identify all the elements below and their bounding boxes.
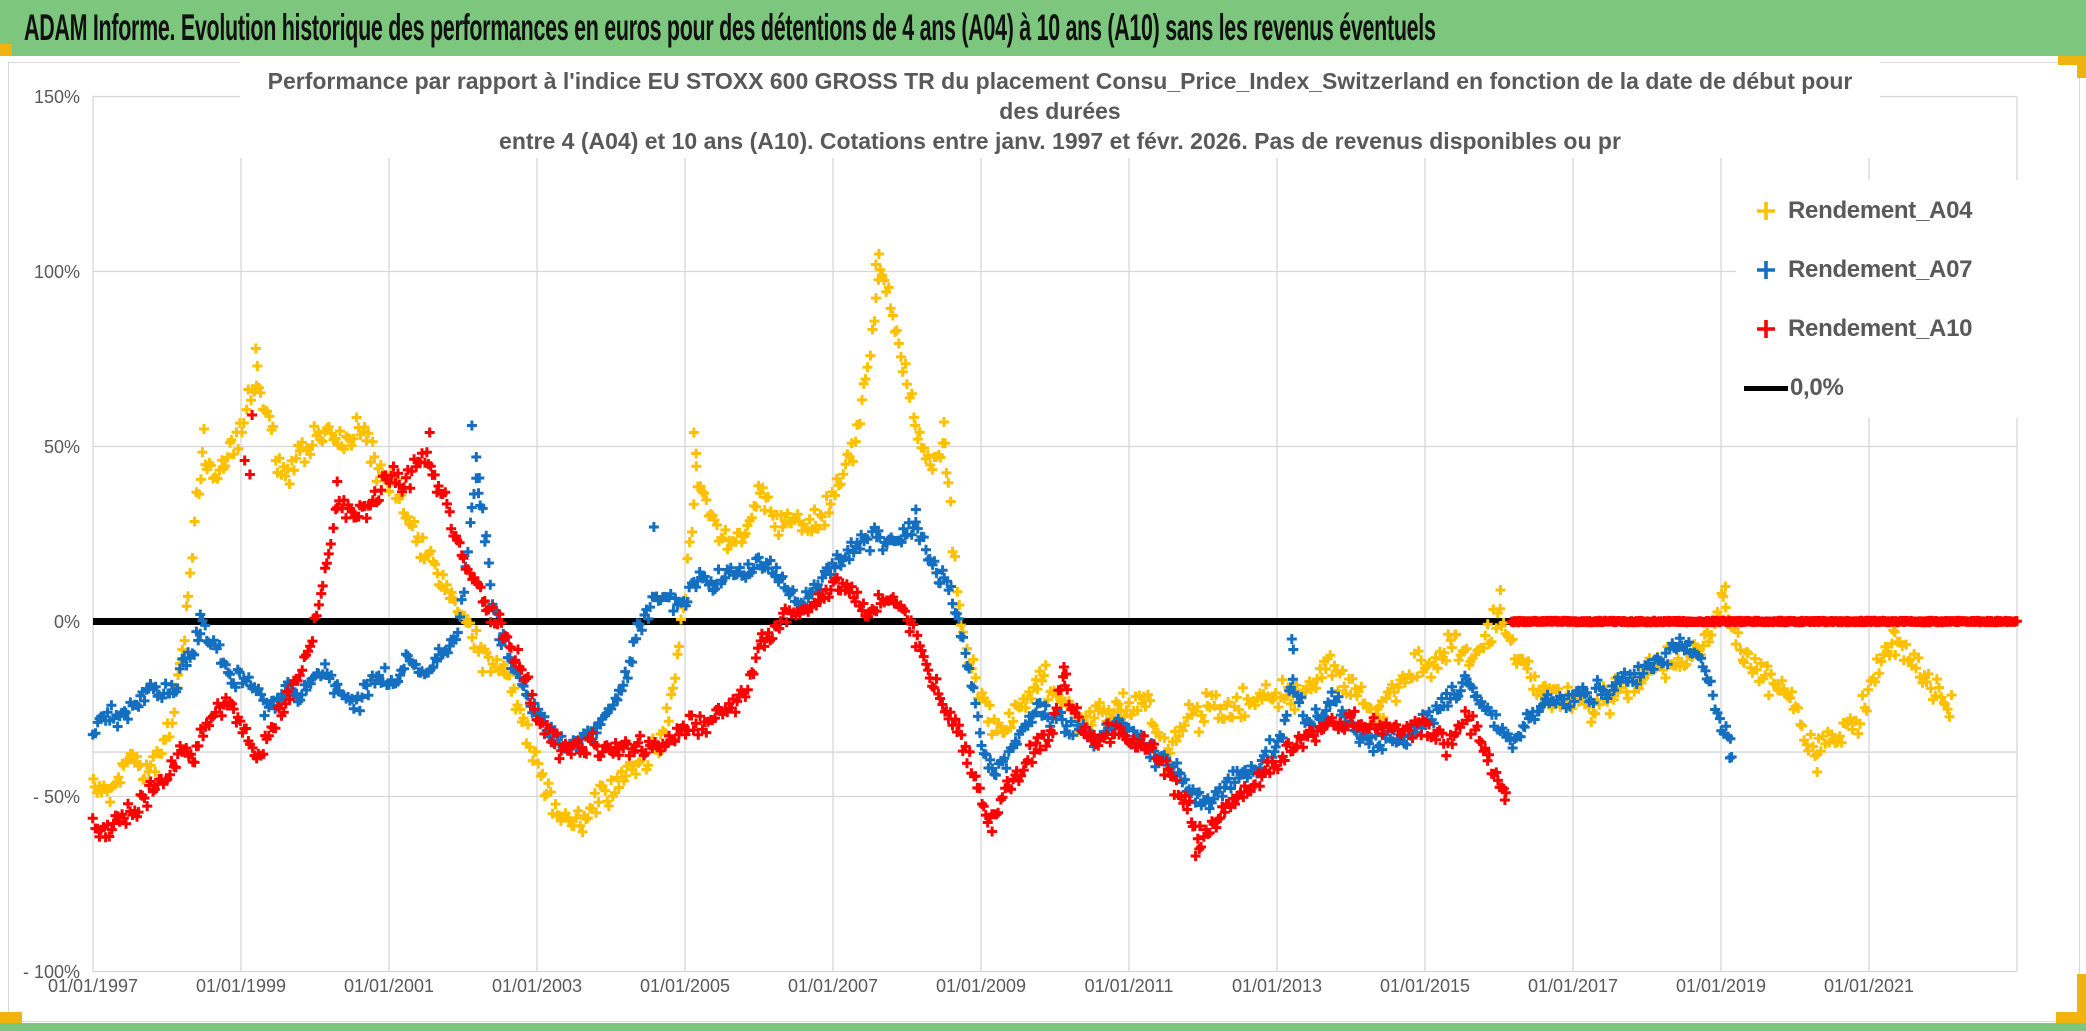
legend-item[interactable]: Rendement_A10 [1744, 312, 1972, 346]
selection-handle-bottom-right-h[interactable] [2056, 1012, 2086, 1023]
y-axis-tick-label: - 50% [32, 786, 80, 807]
x-axis-tick-label: 01/01/2003 [491, 976, 583, 996]
chart-title-line: Performance par rapport à l'indice EU ST… [267, 68, 1853, 94]
y-axis-tick-label: - 100% [22, 961, 80, 982]
chart-title: Performance par rapport à l'indice EU ST… [240, 62, 1880, 158]
x-axis-tick-label: 01/01/2013 [1231, 976, 1323, 996]
legend-item[interactable]: Rendement_A07 [1744, 253, 1972, 287]
selection-handle-bottom-left[interactable] [0, 1012, 22, 1023]
bottom-green-strip [0, 1023, 2086, 1031]
y-axis-tick-label: 50% [43, 436, 80, 457]
x-axis-tick-label: 01/01/2007 [787, 976, 879, 996]
legend-line-swatch [1744, 385, 1788, 391]
y-axis-tick-label: 0% [53, 611, 80, 632]
workbook-title: ADAM Informe. Evolution historique des p… [24, 7, 1436, 48]
x-axis-tick-label: 01/01/2017 [1527, 976, 1619, 996]
legend-item-label: Rendement_A04 [1788, 197, 1973, 224]
x-axis-tick-label: 01/01/1999 [195, 976, 287, 996]
selection-handle-top-right-h[interactable] [2058, 56, 2086, 65]
legend-item-label: 0,0% [1790, 374, 1844, 401]
x-axis-tick-label: 01/01/2005 [639, 976, 731, 996]
legend-background [1736, 180, 2052, 418]
legend-plus-marker-icon [1744, 257, 1788, 283]
legend-item-label: Rendement_A10 [1788, 315, 1973, 342]
x-axis-tick-label: 01/01/2009 [935, 976, 1027, 996]
chart-title-line: entre 4 (A04) et 10 ans (A10). Cotations… [499, 128, 1621, 154]
legend-plus-marker-icon [1744, 198, 1788, 224]
x-axis-tick-label: 01/01/2011 [1084, 976, 1174, 996]
selection-handle-top-left[interactable] [0, 44, 12, 56]
legend-item[interactable]: Rendement_A04 [1744, 194, 1972, 228]
x-axis-tick-label: 01/01/1997 [47, 976, 139, 996]
y-axis-tick-label: 100% [33, 261, 80, 282]
x-axis-tick-label: 01/01/2015 [1379, 976, 1471, 996]
legend-item[interactable]: 0,0% [1744, 371, 1844, 405]
y-axis-tick-label: 150% [33, 86, 80, 107]
x-axis-tick-label: 01/01/2001 [343, 976, 435, 996]
legend-item-label: Rendement_A07 [1788, 256, 1973, 283]
legend-plus-marker-icon [1744, 316, 1788, 342]
selection-handle-top-right-v[interactable] [2077, 56, 2086, 78]
x-axis-tick-label: 01/01/2019 [1675, 976, 1767, 996]
chart-title-line: des durées [999, 98, 1121, 124]
selection-handle-bottom-right-v[interactable] [2077, 974, 2086, 1023]
x-axis-tick-label: 01/01/2021 [1823, 976, 1915, 996]
workbook-title-bar: ADAM Informe. Evolution historique des p… [0, 0, 2086, 56]
